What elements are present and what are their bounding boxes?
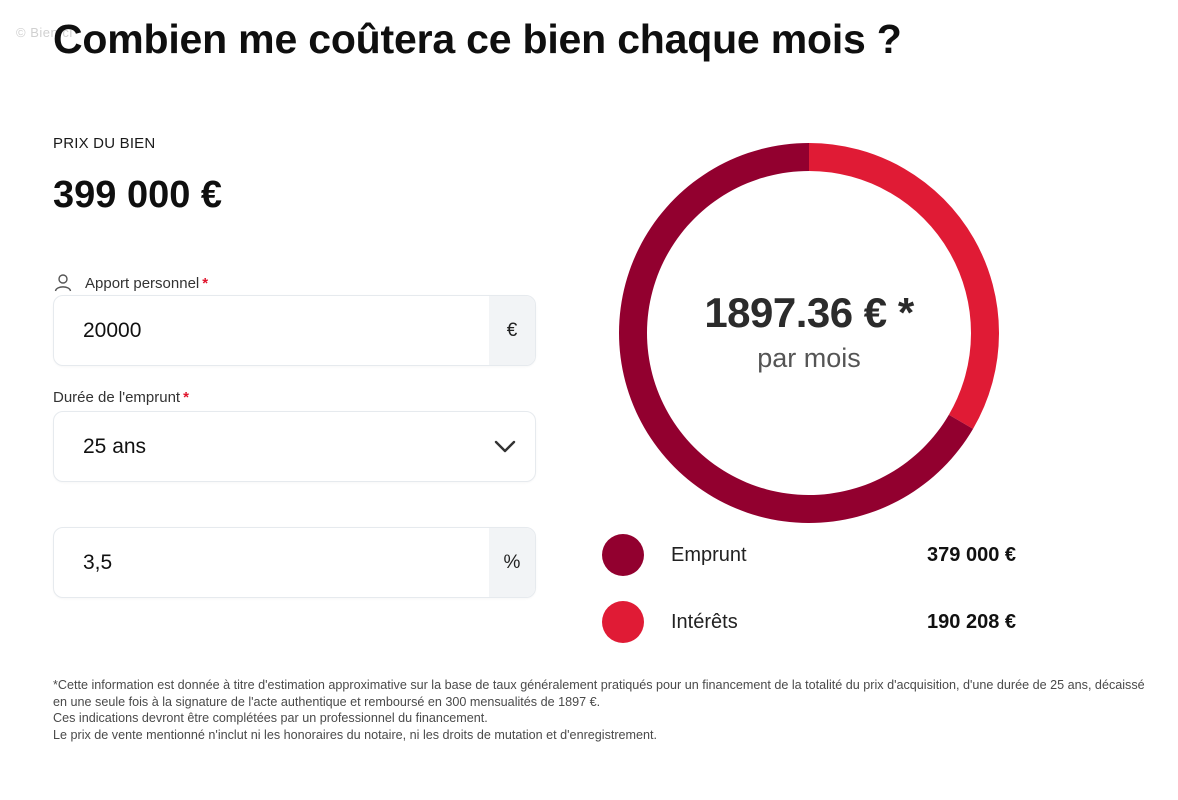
watermark: © BienIci	[16, 25, 73, 40]
taux-field: %	[53, 527, 536, 598]
duree-selected-value: 25 ans	[83, 434, 147, 458]
legend-label: Intérêts	[671, 611, 738, 633]
price-label: PRIX DU BIEN	[53, 135, 156, 152]
required-mark: *	[202, 274, 209, 292]
apport-label-row: Apport personnel *	[53, 273, 208, 293]
duree-select[interactable]: 25 ans	[53, 411, 536, 482]
apport-label: Apport personnel	[85, 274, 200, 292]
donut-slice-interets	[809, 143, 999, 429]
duree-label-row: Durée de l'emprunt *	[53, 389, 189, 406]
legend-item-interets: Intérêts 190 208 €	[602, 601, 1022, 643]
legend-label: Emprunt	[671, 544, 747, 566]
price-value: 399 000 €	[53, 174, 223, 216]
donut-chart	[618, 143, 999, 523]
taux-input[interactable]	[54, 550, 489, 575]
legend-item-emprunt: Emprunt 379 000 €	[602, 534, 1022, 576]
page-title: Combien me coûtera ce bien chaque mois ?	[53, 16, 902, 62]
legend-dot-interets	[602, 601, 644, 643]
disclaimer-line: *Cette information est donnée à titre d'…	[53, 678, 1145, 709]
disclaimer-line: Ces indications devront être complétées …	[53, 711, 488, 725]
duree-label: Durée de l'emprunt	[53, 389, 181, 406]
disclaimer-line: Le prix de vente mentionné n'inclut ni l…	[53, 727, 658, 742]
legend-dot-emprunt	[602, 534, 644, 576]
legend-amount: 190 208 €	[927, 611, 1016, 633]
required-mark: *	[183, 389, 189, 406]
disclaimer: *Cette information est donnée à titre d'…	[53, 677, 1153, 743]
apport-input[interactable]	[54, 318, 489, 343]
apport-unit: €	[489, 296, 535, 365]
chevron-down-icon[interactable]	[475, 412, 535, 481]
legend-amount: 379 000 €	[927, 544, 1016, 566]
user-icon	[53, 273, 75, 293]
apport-field: €	[53, 295, 536, 366]
donut-svg	[618, 143, 999, 523]
taux-unit: %	[489, 528, 535, 597]
